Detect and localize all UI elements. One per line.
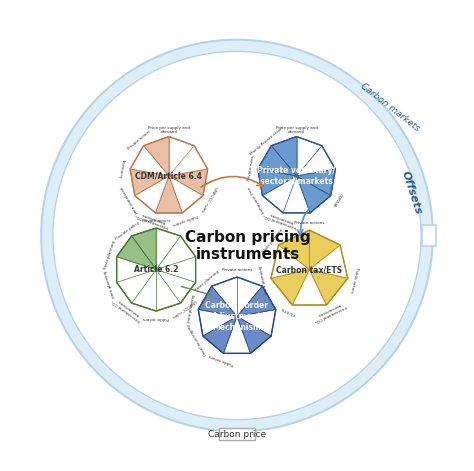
Text: Public actors: Public actors (208, 353, 234, 366)
Text: CORSIA: CORSIA (331, 191, 342, 207)
Polygon shape (258, 169, 297, 195)
Text: Carbon pricing
instruments: Carbon pricing instruments (185, 230, 310, 262)
Polygon shape (271, 230, 348, 305)
Text: Private voluntary/
sectoral markets: Private voluntary/ sectoral markets (257, 166, 336, 186)
Text: International CO₂
transactions: International CO₂ transactions (263, 210, 299, 229)
Text: Price per supply and
demand: Price per supply and demand (275, 126, 318, 134)
Text: Public actors: Public actors (172, 213, 198, 226)
Text: Private actors: Private actors (142, 219, 170, 223)
FancyBboxPatch shape (422, 225, 436, 246)
Text: para-statehood: para-statehood (119, 184, 138, 214)
Polygon shape (237, 317, 271, 353)
FancyBboxPatch shape (219, 428, 255, 440)
Polygon shape (155, 176, 182, 213)
Polygon shape (279, 230, 310, 269)
Polygon shape (130, 169, 169, 195)
Text: Licensing: Licensing (120, 158, 127, 178)
Polygon shape (310, 269, 348, 305)
Text: Public actors: Public actors (349, 267, 359, 293)
Text: fiscal sovereignty: fiscal sovereignty (186, 323, 208, 356)
Polygon shape (198, 286, 237, 317)
Polygon shape (144, 137, 169, 176)
Polygon shape (297, 169, 336, 195)
Polygon shape (271, 137, 297, 176)
Text: State planning: State planning (104, 240, 117, 269)
Polygon shape (117, 236, 156, 269)
Text: Carbon tax/ETS: Carbon tax/ETS (276, 265, 342, 274)
Polygon shape (258, 137, 336, 213)
Text: Public actors: Public actors (143, 316, 169, 320)
Text: Mainly Private actors: Mainly Private actors (249, 125, 285, 156)
Text: Carbon Border
Adjustment
Mechanism: Carbon Border Adjustment Mechanism (206, 301, 268, 332)
Text: Carbon markets: Carbon markets (359, 82, 421, 134)
Text: EU ETS: EU ETS (282, 306, 297, 316)
Text: Article 6.2: Article 6.2 (134, 265, 178, 274)
Text: International CO₂
transactions: International CO₂ transactions (111, 295, 145, 322)
Text: International CO₂
transactions: International CO₂ transactions (135, 210, 171, 229)
Polygon shape (310, 230, 340, 269)
Text: International CO₂
transactions: International CO₂ transactions (312, 300, 347, 323)
Circle shape (53, 51, 421, 420)
Text: CDM/Article 6.4: CDM/Article 6.4 (136, 171, 202, 180)
Text: Private actions: Private actions (294, 221, 325, 225)
Text: Flexible policy: Flexible policy (115, 220, 141, 241)
Text: Private rules: Private rules (247, 155, 255, 181)
Text: Offsets: Offsets (400, 170, 423, 216)
Text: behaviour free: behaviour free (247, 185, 266, 213)
Text: UNFCCC rules: UNFCCC rules (172, 299, 197, 318)
Polygon shape (203, 317, 237, 353)
Text: para planning: para planning (187, 294, 196, 323)
Polygon shape (258, 146, 297, 176)
Circle shape (41, 40, 433, 431)
Polygon shape (237, 286, 276, 317)
Text: State planning: State planning (262, 228, 284, 254)
Text: Carbon price: Carbon price (208, 430, 266, 439)
Text: Private actors: Private actors (127, 130, 151, 151)
Polygon shape (117, 228, 196, 311)
Polygon shape (132, 228, 156, 269)
Text: Private actions: Private actions (222, 268, 252, 272)
Polygon shape (198, 277, 276, 353)
Text: State planning: State planning (194, 270, 220, 292)
Polygon shape (297, 176, 331, 213)
Polygon shape (271, 269, 310, 305)
Text: para planning: para planning (259, 266, 269, 294)
Text: para planning: para planning (104, 270, 117, 299)
Text: UNFCCC rules: UNFCCC rules (200, 186, 218, 212)
Polygon shape (130, 137, 208, 213)
Text: Price per supply and
demand: Price per supply and demand (148, 126, 190, 134)
Polygon shape (169, 169, 208, 195)
